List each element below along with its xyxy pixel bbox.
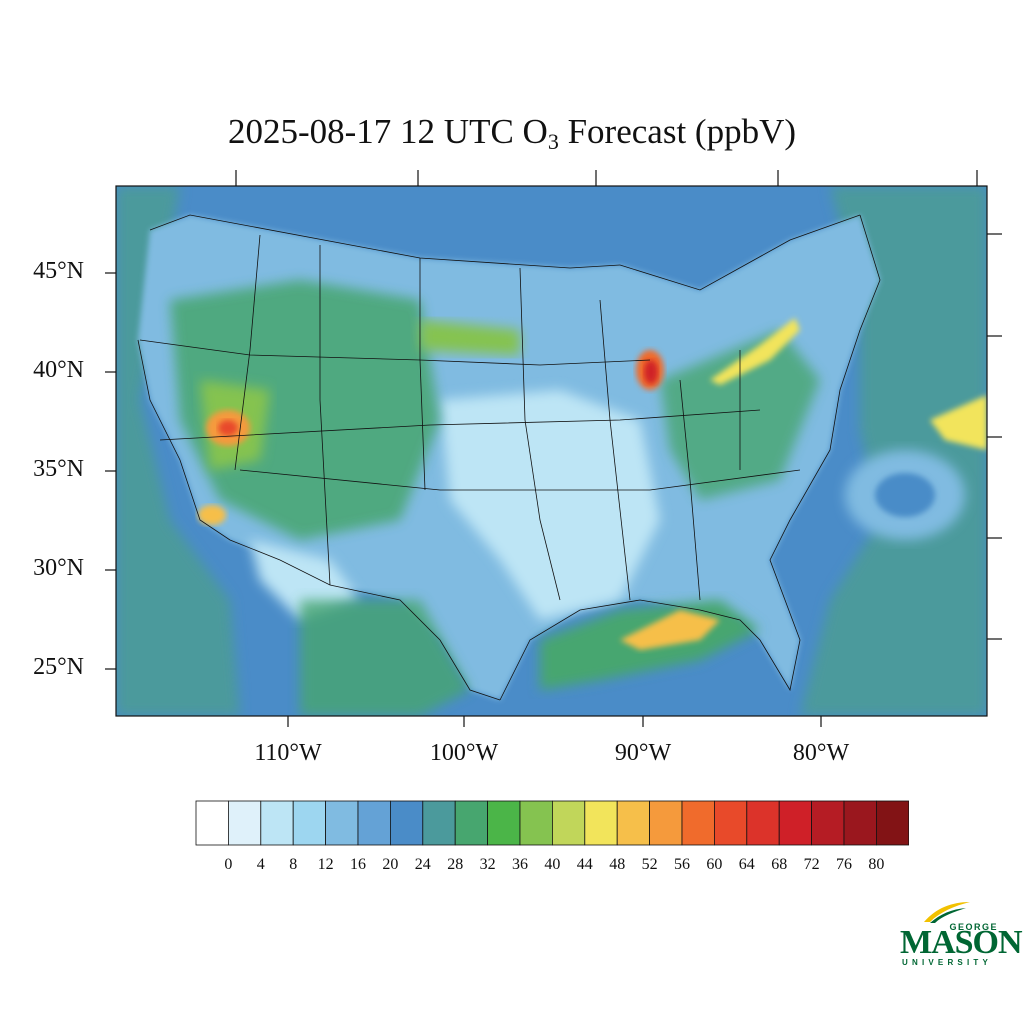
- lat-label-25: 25°N: [33, 654, 84, 680]
- colorbar-tick-label: 76: [836, 856, 852, 873]
- colorbar-swatch: [195, 800, 229, 846]
- colorbar-swatch: [325, 800, 359, 846]
- colorbar-swatch: [746, 800, 780, 846]
- colorbar-tick-label: 56: [674, 856, 690, 873]
- colorbar-tick-label: 16: [350, 856, 366, 873]
- map-title: 2025-08-17 12 UTC O3 Forecast (ppbV): [228, 112, 796, 154]
- colorbar-tick-label: 20: [382, 856, 399, 873]
- colorbar-tick-label: 68: [771, 856, 788, 873]
- colorbar-tick-label: 52: [641, 856, 658, 873]
- colorbar-tick-label: 8: [289, 856, 298, 873]
- colorbar-swatch: [487, 800, 521, 846]
- colorbar-tick-label: 80: [868, 856, 885, 873]
- logo-mason: MASON: [900, 924, 1023, 961]
- colorbar-tick-label: 64: [738, 856, 755, 873]
- west-green: [170, 280, 440, 540]
- colorbar-swatch: [519, 800, 553, 846]
- colorbar-swatch: [228, 800, 262, 846]
- colorbar-swatch: [260, 800, 294, 846]
- logo-george: GEORGE: [949, 922, 998, 932]
- colorbar-tick-label: 12: [317, 856, 334, 873]
- logo-university: UNIVERSITY: [902, 958, 993, 967]
- colorbar-tick-label: 48: [609, 856, 626, 873]
- lon-label-110: 110°W: [254, 740, 322, 766]
- colorbar-swatch: [616, 800, 651, 846]
- colorbar: [195, 800, 909, 846]
- map-frame: [115, 185, 988, 717]
- lon-label-100: 100°W: [429, 740, 499, 766]
- colorbar-swatch: [389, 800, 424, 846]
- colorbar-swatch: [714, 800, 748, 846]
- logo-swoosh-icon: [924, 902, 970, 923]
- colorbar-swatch: [292, 800, 326, 846]
- colorbar-swatch: [454, 800, 489, 846]
- colorbar-swatch: [551, 800, 586, 846]
- lon-label-80: 80°W: [792, 740, 850, 766]
- axis-ticks: [105, 170, 1002, 727]
- lat-label-40: 40°N: [33, 357, 84, 383]
- lat-label-45: 45°N: [33, 258, 84, 284]
- lon-label-90: 90°W: [614, 740, 672, 766]
- colorbar-swatch: [681, 800, 715, 846]
- atlantic-hotspot: [930, 395, 987, 450]
- gmu-logo: GEORGE MASON UNIVERSITY: [898, 900, 1023, 970]
- colorbar-swatch: [357, 800, 391, 846]
- colorbar-tick-label: 40: [544, 856, 561, 873]
- colorbar-swatch: [584, 800, 618, 846]
- colorbar-tick-label: 24: [414, 856, 431, 873]
- colorbar-tick-label: 36: [512, 856, 528, 873]
- colorbar-tick-label: 4: [256, 856, 265, 873]
- colorbar-swatch: [778, 800, 813, 846]
- boundaries: [137, 214, 881, 701]
- erie-hotspot: [710, 318, 800, 385]
- lat-label-30: 30°N: [33, 555, 84, 581]
- colorbar-tick-label: 72: [803, 856, 820, 873]
- lat-label-35: 35°N: [33, 456, 84, 482]
- plains-light: [440, 390, 660, 620]
- colorbar-swatch: [811, 800, 845, 846]
- colorbar-tick-label: 28: [447, 856, 464, 873]
- colorbar-swatch: [422, 800, 456, 846]
- colorbar-tick-label: 44: [576, 856, 593, 873]
- colorbar-tick-label: 0: [224, 856, 233, 873]
- colorbar-tick-label: 60: [706, 856, 723, 873]
- gulf-hotspot: [620, 610, 720, 650]
- colorbar-swatch: [876, 800, 909, 846]
- colorbar-swatch: [843, 800, 877, 846]
- colorbar-tick-label: 32: [479, 856, 496, 873]
- colorbar-swatch: [649, 800, 683, 846]
